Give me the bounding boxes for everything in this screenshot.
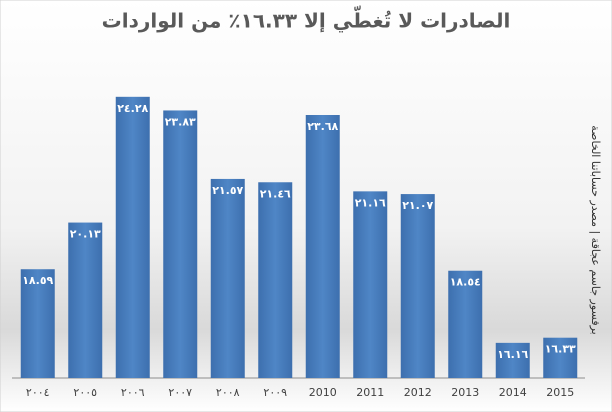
x-tick-label: ٢٠٠٧ [168, 386, 192, 399]
value-label: ٢٣.٦٨ [307, 120, 338, 133]
bar [448, 270, 483, 378]
x-tick-label: ٢٠٠٥ [73, 386, 97, 399]
value-label: ١٨.٥٩ [22, 274, 53, 287]
x-tick-label: 2010 [309, 386, 337, 399]
value-label: ٢١.٠٧ [402, 199, 433, 212]
value-label: ٢١.١٦ [355, 196, 386, 209]
value-label: ٢١.٤٦ [260, 187, 291, 200]
value-label: ٢٠.١٣ [70, 228, 101, 241]
x-tick-label: ٢٠٠٨ [216, 386, 240, 399]
x-tick-label: 2014 [499, 386, 527, 399]
bar [353, 191, 388, 378]
bar [400, 194, 435, 378]
x-tick-label: 2012 [404, 386, 432, 399]
bar [210, 178, 245, 378]
value-label: ٢١.٥٧ [212, 184, 243, 197]
chart-title: الصادرات لا تُغطّي إلا ١٦.٣٣٪ من الواردا… [102, 5, 511, 33]
value-label: ٢٤.٢٨ [117, 102, 148, 115]
bar [20, 269, 55, 378]
value-label: ١٦.١٦ [497, 348, 528, 361]
x-tick-label: 2013 [451, 386, 479, 399]
bar [543, 337, 578, 378]
bar [305, 114, 340, 378]
bar [163, 110, 198, 379]
bar [495, 342, 530, 378]
x-tick-label: ٢٠٠٦ [121, 386, 145, 399]
x-tick-label: ٢٠٠٩ [263, 386, 287, 399]
value-label: ١٦.٣٣ [545, 343, 576, 356]
value-label: ٢٣.٨٣ [165, 115, 196, 128]
bar [68, 222, 103, 378]
x-tick-label: ٢٠٠٤ [26, 386, 50, 399]
bar [115, 96, 150, 378]
source-note: برفسور جاسم عجاقة | مصدر حساباتنا الخاصة [589, 125, 602, 334]
bar [258, 182, 293, 378]
value-label: ١٨.٥٤ [450, 276, 481, 289]
x-tick-label: 2015 [546, 386, 574, 399]
x-tick-label: 2011 [356, 386, 384, 399]
